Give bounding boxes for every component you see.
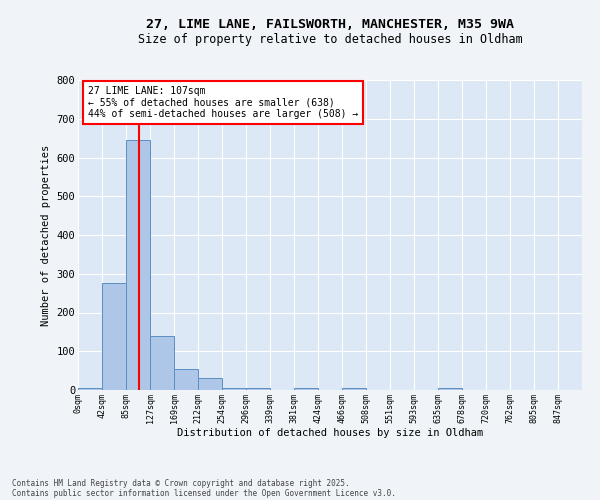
Bar (174, 368, 198, 390)
Bar (78, 388, 102, 390)
Bar (246, 388, 270, 390)
Y-axis label: Number of detached properties: Number of detached properties (41, 144, 51, 326)
Bar (102, 284, 126, 390)
Bar (342, 388, 366, 390)
Text: 27 LIME LANE: 107sqm
← 55% of detached houses are smaller (638)
44% of semi-deta: 27 LIME LANE: 107sqm ← 55% of detached h… (88, 86, 358, 120)
Text: Contains public sector information licensed under the Open Government Licence v3: Contains public sector information licen… (12, 488, 396, 498)
Bar (198, 378, 222, 390)
X-axis label: Distribution of detached houses by size in Oldham: Distribution of detached houses by size … (177, 428, 483, 438)
Bar (294, 388, 318, 390)
Text: Size of property relative to detached houses in Oldham: Size of property relative to detached ho… (137, 32, 523, 46)
Bar (126, 140, 150, 390)
Bar (438, 388, 462, 390)
Bar (150, 336, 174, 390)
Text: Contains HM Land Registry data © Crown copyright and database right 2025.: Contains HM Land Registry data © Crown c… (12, 478, 350, 488)
Bar (222, 388, 246, 390)
Text: 27, LIME LANE, FAILSWORTH, MANCHESTER, M35 9WA: 27, LIME LANE, FAILSWORTH, MANCHESTER, M… (146, 18, 514, 30)
